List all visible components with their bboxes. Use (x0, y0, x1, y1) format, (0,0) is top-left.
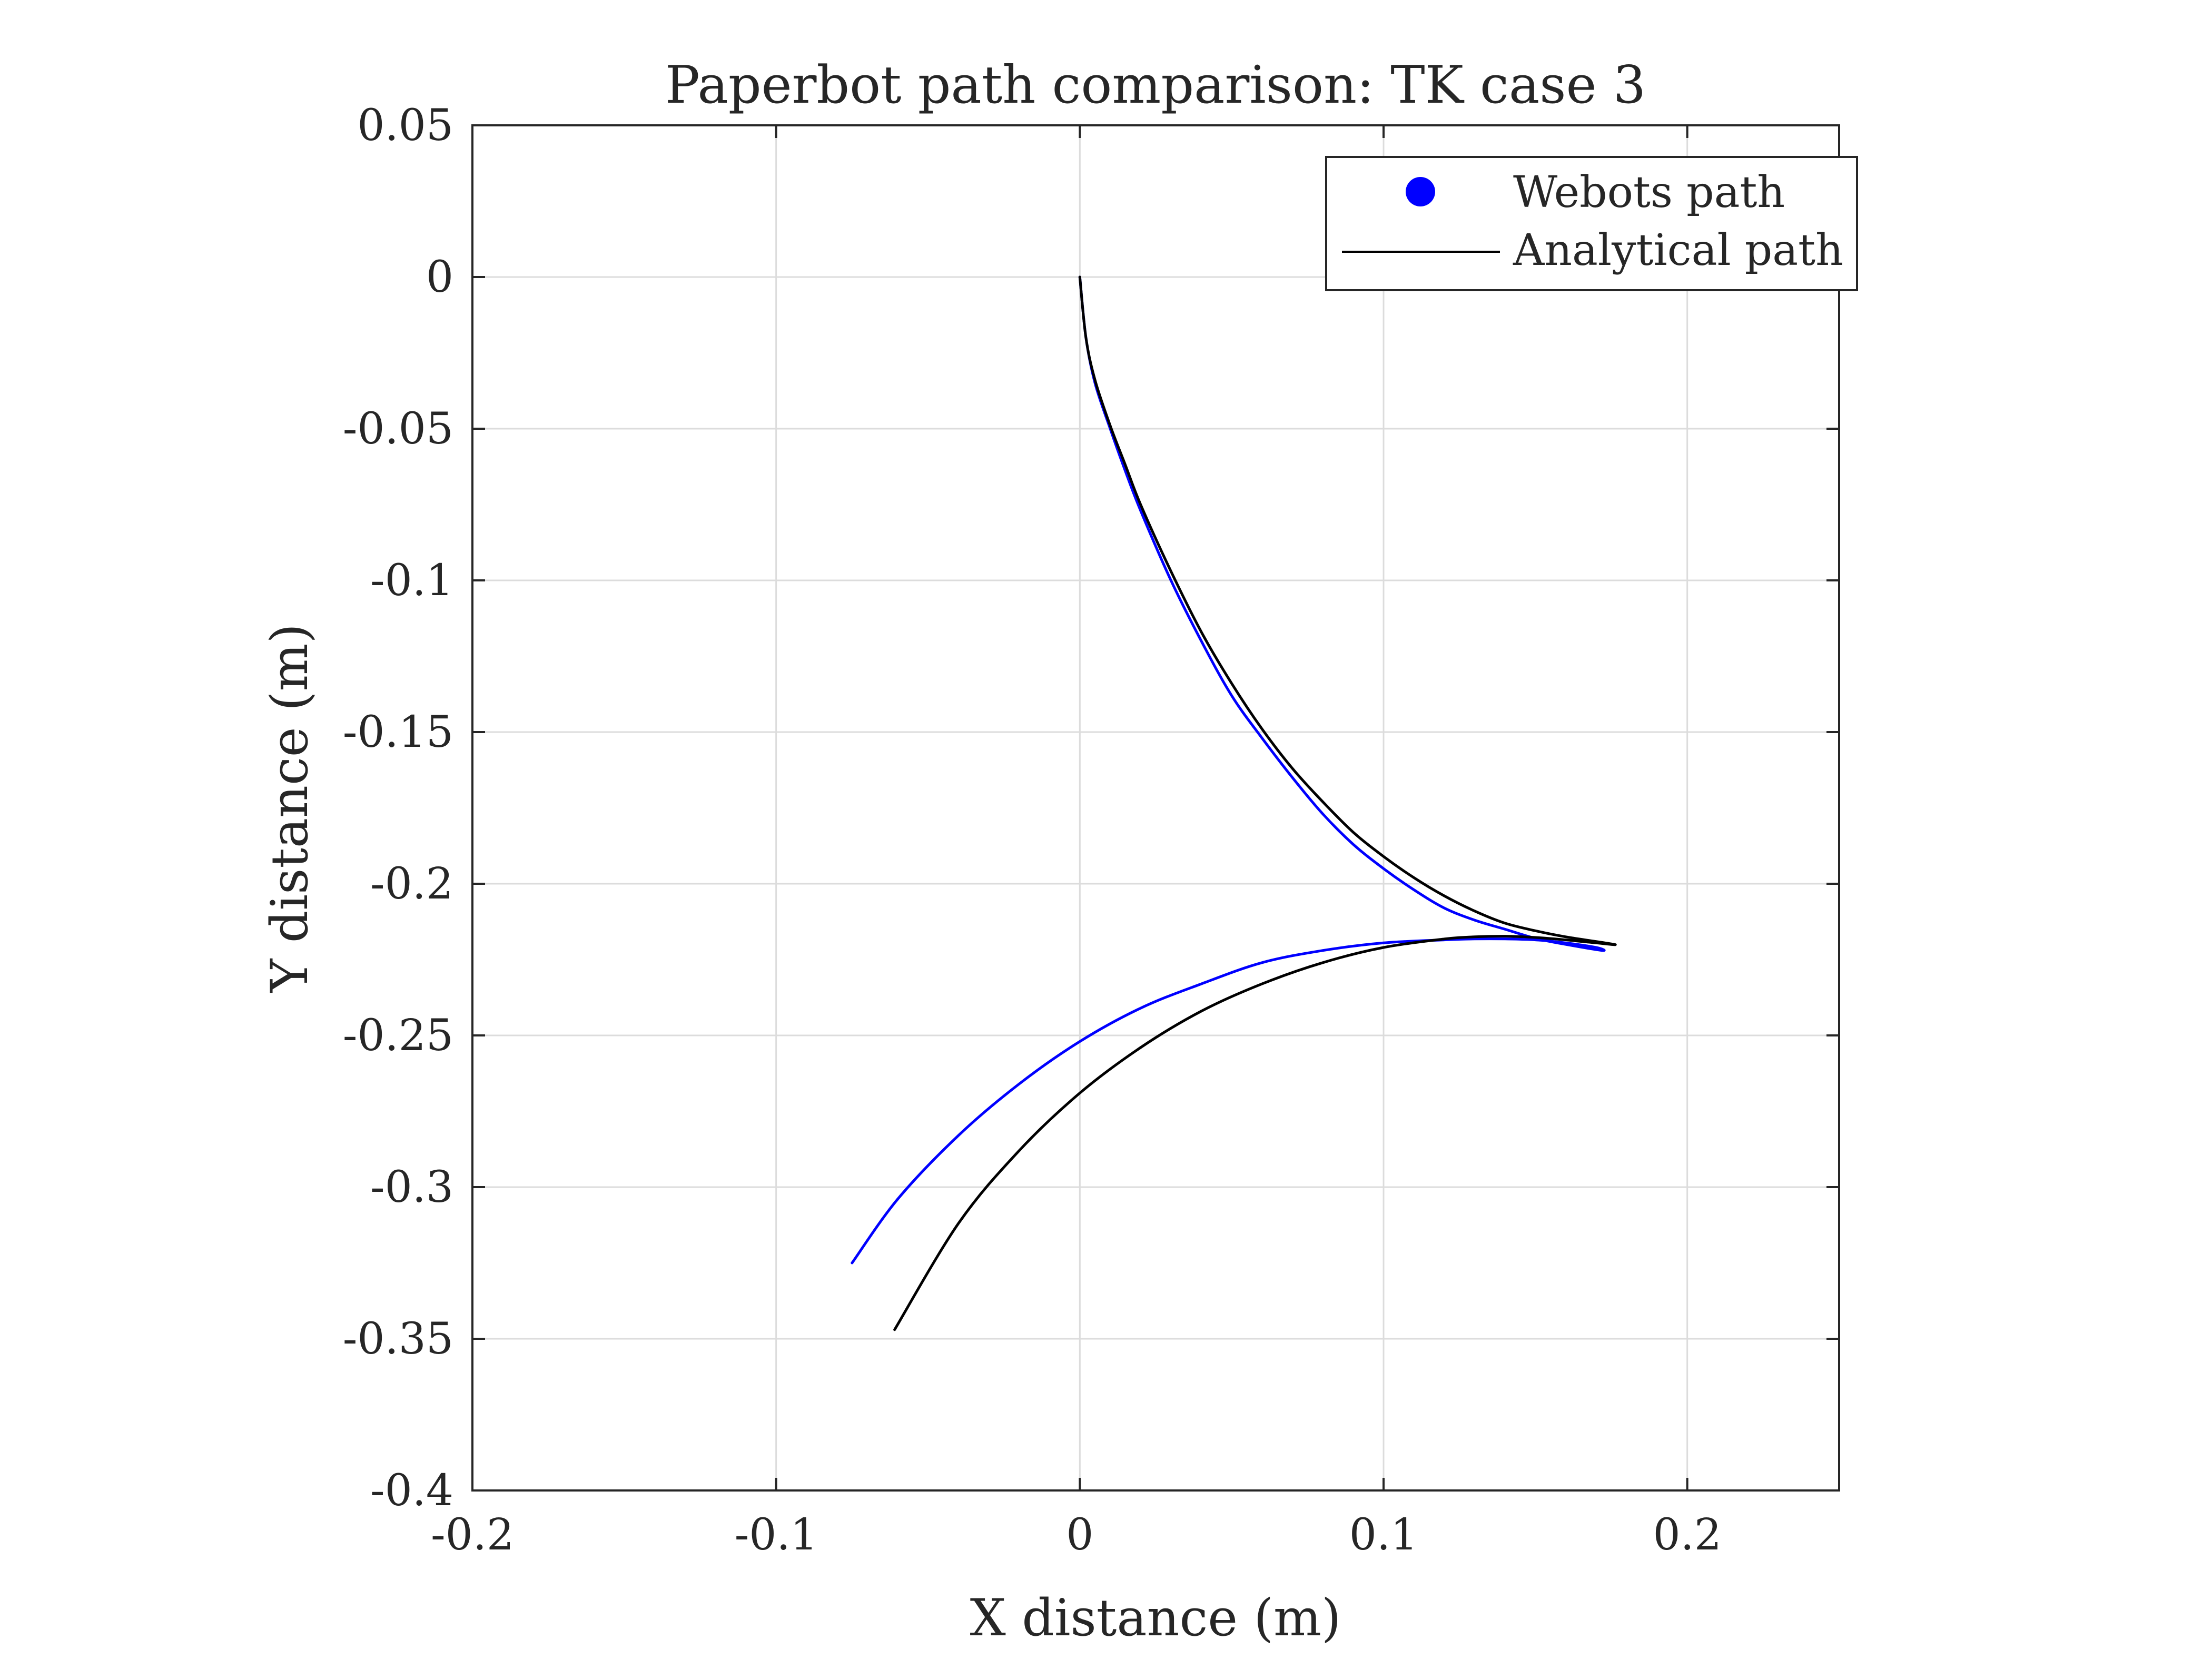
x-tick-label: -0.2 (431, 1510, 514, 1560)
x-tick-label: 0.1 (1349, 1510, 1418, 1560)
plot-frame (471, 124, 1840, 1492)
legend-label-webots: Webots path (1513, 167, 1785, 218)
y-tick-label: -0.25 (343, 1011, 453, 1061)
x-tick-label: 0.2 (1653, 1510, 1721, 1560)
y-tick-labels: 0.05 0 -0.05 -0.1 -0.15 -0.2 -0.25 -0.3 -0.35 -0.… (343, 101, 453, 1516)
x-tick-label: 0 (1066, 1510, 1093, 1560)
legend: Webots path Analytical path (1325, 156, 1858, 291)
plot-area (472, 125, 1839, 1490)
y-tick-label: -0.1 (370, 556, 453, 606)
legend-marker-webots (1406, 177, 1435, 206)
y-axis-title: Y distance (m) (260, 624, 319, 993)
x-axis-title: X distance (m) (970, 1588, 1341, 1647)
y-tick-label: -0.4 (370, 1466, 453, 1516)
x-tick-label: -0.1 (735, 1510, 818, 1560)
x-tick-labels: -0.2 -0.1 0 0.1 0.2 (431, 1510, 1722, 1560)
chart-title: Paperbot path comparison: TK case 3 (665, 55, 1646, 115)
y-tick-label: -0.35 (343, 1314, 453, 1364)
series-layer (851, 275, 1617, 1331)
legend-label-analytical: Analytical path (1513, 225, 1843, 275)
y-tick-label: -0.05 (343, 404, 453, 454)
y-tick-label: -0.15 (343, 707, 453, 757)
y-tick-label: -0.3 (370, 1162, 453, 1212)
y-tick-label: 0.05 (357, 101, 453, 151)
axis-ticks (471, 124, 1839, 1492)
y-tick-label: -0.2 (370, 859, 453, 909)
webots-path-line (851, 275, 1606, 1265)
y-tick-label: 0 (426, 252, 453, 302)
analytical-path-line (893, 275, 1617, 1331)
